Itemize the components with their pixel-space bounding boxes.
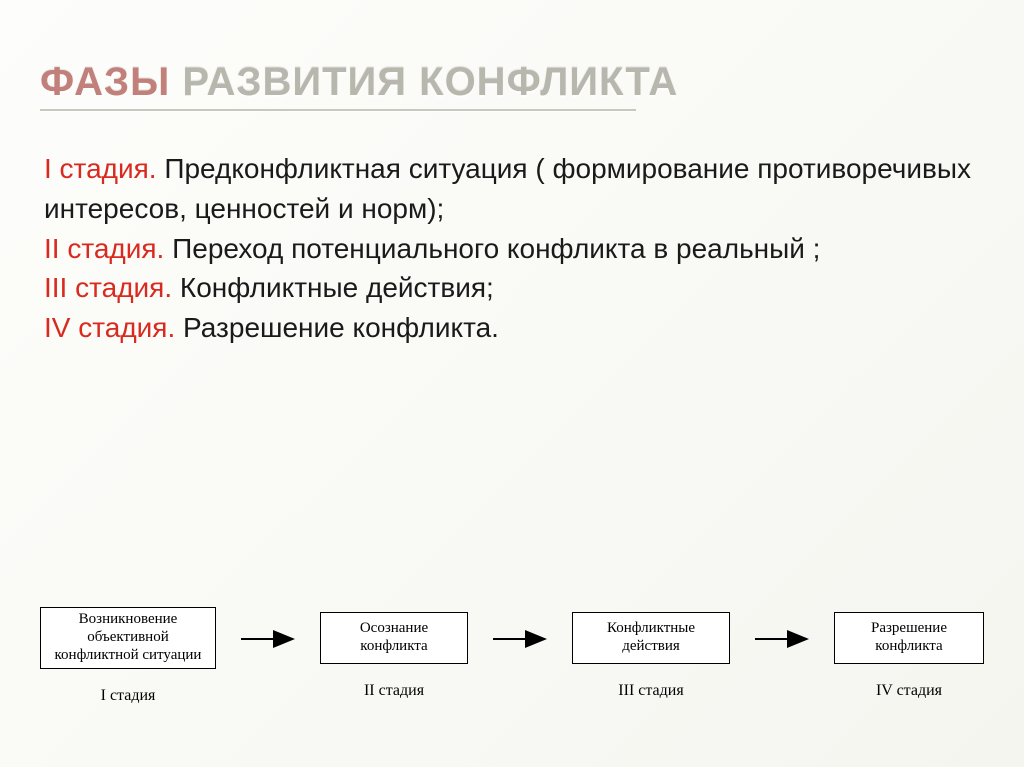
flow-node-2-caption: II стадия xyxy=(364,682,424,700)
stage-4-label: IV стадия. xyxy=(44,312,175,343)
body-text: I стадия. Предконфликтная ситуация ( фор… xyxy=(0,111,1024,348)
stage-2-text: Переход потенциального конфликта в реаль… xyxy=(164,233,820,264)
arrow-icon xyxy=(216,625,320,687)
stage-4-text: Разрешение конфликта. xyxy=(175,312,499,343)
stage-1-label: I стадия. xyxy=(44,153,157,184)
flow-node-4: Разрешение конфликта IV стадия xyxy=(834,612,984,700)
flow-node-3-caption: III стадия xyxy=(618,682,683,700)
title-word1: ФАЗЫ xyxy=(40,60,170,104)
arrow-icon xyxy=(730,625,834,687)
stage-3-text: Конфликтные действия; xyxy=(172,272,494,303)
flow-node-3-box: Конфликтные действия xyxy=(572,612,730,664)
title-rest: РАЗВИТИЯ КОНФЛИКТА xyxy=(170,60,678,104)
flow-node-2: Осознание конфликта II стадия xyxy=(320,612,468,700)
flow-node-4-caption: IV стадия xyxy=(876,682,942,700)
flow-node-1-box: Возникновение объективной конфликтной си… xyxy=(40,607,216,669)
flow-node-3: Конфликтные действия III стадия xyxy=(572,612,730,700)
flow-node-2-box: Осознание конфликта xyxy=(320,612,468,664)
slide-title: ФАЗЫ РАЗВИТИЯ КОНФЛИКТА xyxy=(40,60,678,105)
flow-node-1: Возникновение объективной конфликтной си… xyxy=(40,607,216,705)
stage-1-text: Предконфликтная ситуация ( формирование … xyxy=(44,153,971,224)
flow-node-4-box: Разрешение конфликта xyxy=(834,612,984,664)
flowchart: Возникновение объективной конфликтной си… xyxy=(40,607,984,705)
title-area: ФАЗЫ РАЗВИТИЯ КОНФЛИКТА xyxy=(0,0,1024,111)
stage-2-label: II стадия. xyxy=(44,233,164,264)
arrow-icon xyxy=(468,625,572,687)
stage-3-label: III стадия. xyxy=(44,272,172,303)
flow-node-1-caption: I стадия xyxy=(101,687,156,705)
